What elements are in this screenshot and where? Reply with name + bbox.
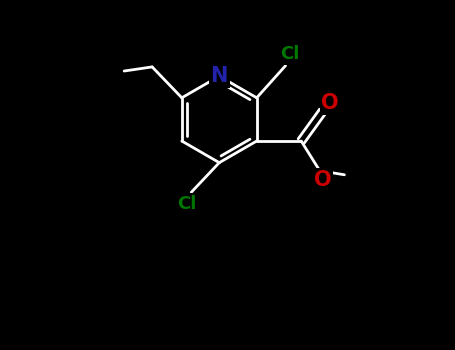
Text: Cl: Cl <box>177 195 197 213</box>
Text: Cl: Cl <box>280 45 299 63</box>
Text: N: N <box>211 66 228 86</box>
Text: O: O <box>314 170 332 190</box>
Text: O: O <box>321 93 339 113</box>
